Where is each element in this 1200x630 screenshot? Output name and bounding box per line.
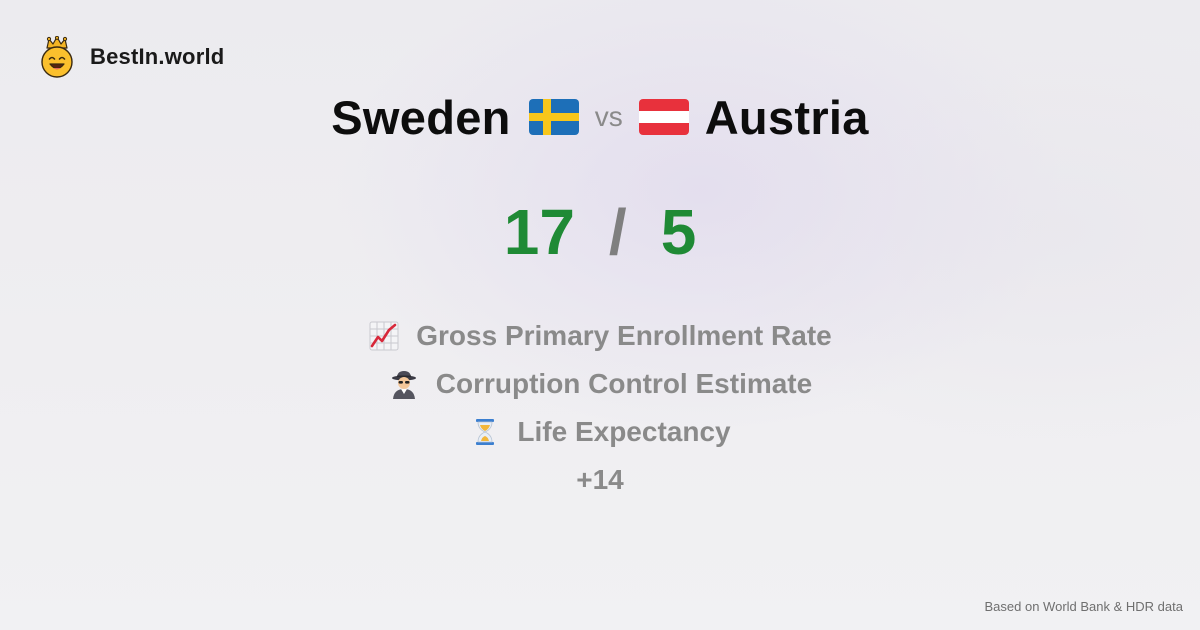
chart-increasing-icon — [368, 320, 400, 352]
metric-label: Gross Primary Enrollment Rate — [416, 320, 832, 351]
right-score: 5 — [660, 196, 697, 268]
more-metrics-count: +14 — [576, 464, 624, 495]
left-score: 17 — [503, 196, 575, 268]
metric-item: Gross Primary Enrollment Rate — [368, 312, 832, 360]
metric-item: Corruption Control Estimate — [388, 360, 812, 408]
vs-label: vs — [594, 101, 623, 132]
score: 17 / 5 — [0, 196, 1200, 268]
score-separator: / — [608, 196, 627, 268]
detective-icon — [388, 368, 420, 400]
hourglass-icon — [469, 416, 501, 448]
data-source-note: Based on World Bank & HDR data — [984, 599, 1183, 614]
brand[interactable]: BestIn.world — [38, 36, 224, 78]
right-country-name: Austria — [704, 90, 869, 144]
metric-label: Life Expectancy — [517, 416, 731, 447]
brand-name: BestIn.world — [90, 44, 225, 69]
crowned-smiley-icon — [41, 36, 73, 78]
left-country-name: Sweden — [331, 90, 511, 144]
metric-list: Gross Primary Enrollment Rate Corruption… — [0, 312, 1200, 504]
comparison-title: Sweden vs Austria — [0, 88, 1200, 146]
metric-item: Life Expectancy — [469, 408, 731, 456]
sweden-flag-icon — [528, 99, 579, 135]
austria-flag-icon — [638, 99, 689, 135]
metric-label: Corruption Control Estimate — [435, 368, 813, 399]
